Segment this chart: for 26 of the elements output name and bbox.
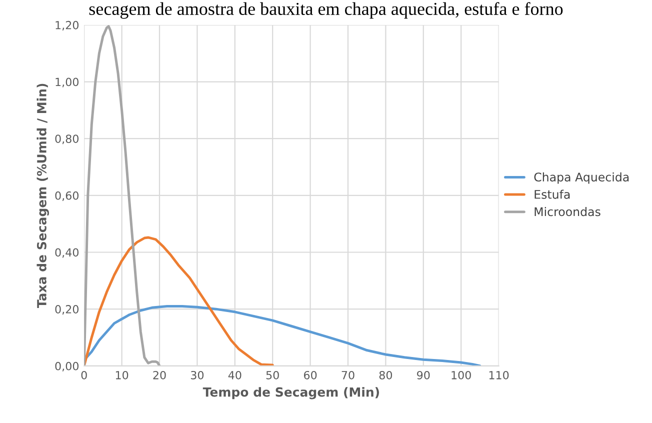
y-tick-label: 0,00 (55, 362, 79, 372)
y-tick-label: 0,60 (55, 191, 79, 201)
x-tick-label: 60 (304, 370, 317, 380)
x-tick-label: 90 (417, 370, 430, 380)
x-tick-label: 70 (342, 370, 354, 380)
x-tick-label: 10 (116, 370, 128, 380)
chart-title: secagem de amostra de bauxita em chapa aquecida, estufa e forno (89, 2, 563, 19)
y-tick-label: 0,20 (55, 305, 79, 315)
y-tick-label: 1,20 (56, 20, 79, 30)
x-tick-label: 40 (228, 370, 242, 380)
y-tick-label: 0,40 (55, 248, 79, 258)
legend-label: Microondas (534, 207, 600, 216)
x-tick-label: 100 (452, 370, 471, 380)
legend-label: Chapa Aquecida (534, 172, 629, 184)
x-axis-title: Tempo de Secagem (Min) (202, 387, 379, 400)
x-tick-label: 30 (190, 370, 204, 380)
x-tick-label: 110 (489, 370, 509, 380)
y-axis-title: Taxa de Secagem (%Umid / Min) (36, 84, 49, 308)
x-tick-label: 50 (266, 370, 279, 380)
y-tick-label: 1,00 (56, 78, 79, 88)
y-tick-label: 0,80 (55, 134, 79, 144)
x-tick-label: 20 (153, 370, 166, 380)
legend-label: Estufa (534, 190, 570, 199)
x-tick-label: 0 (81, 370, 87, 380)
line-series (84, 236, 274, 366)
x-tick-label: 80 (379, 370, 392, 380)
